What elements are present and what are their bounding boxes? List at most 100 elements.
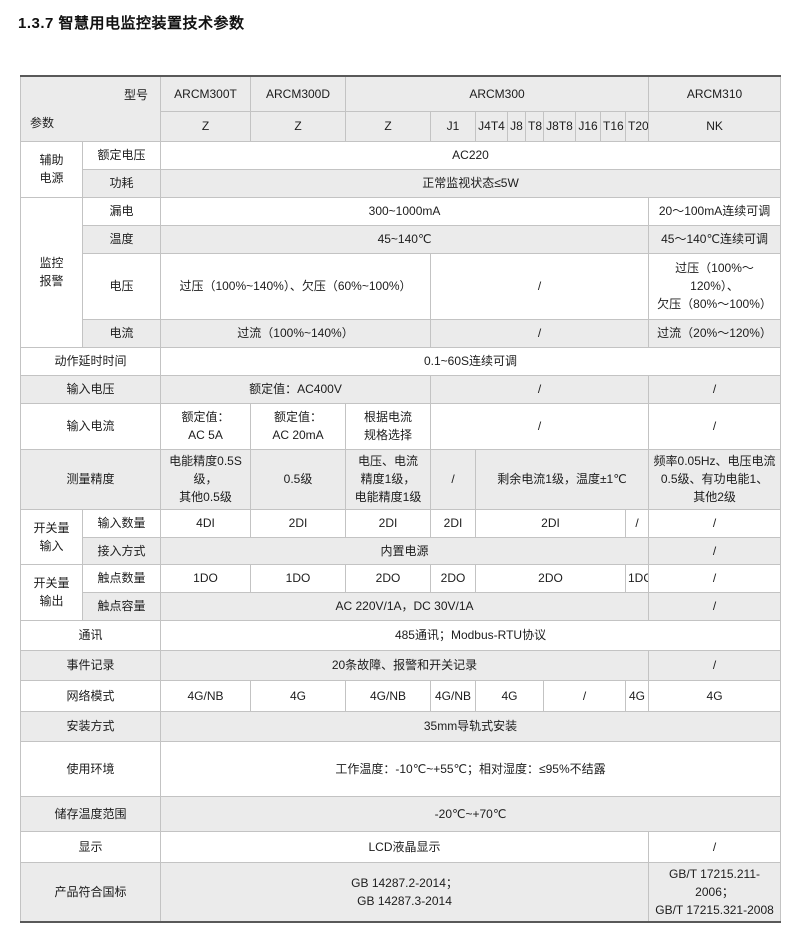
- group-label-monitor-alarm: 监控 报警: [20, 196, 83, 348]
- row-label-input-voltage: 输入电压: [20, 374, 161, 404]
- cell-do-t20: 1DO: [624, 563, 650, 593]
- header-variant: T8: [525, 110, 544, 142]
- cell-do-300z: 2DO: [345, 563, 431, 593]
- row-communication: 通讯 485通讯；Modbus-RTU协议: [20, 619, 782, 651]
- cell-input-current-arcm310: /: [648, 402, 782, 450]
- cell-di-access-arcm310: /: [648, 536, 782, 565]
- cell-accuracy-j1: /: [430, 448, 476, 510]
- cell-leakage-arcm310: 20～100mA连续可调: [648, 196, 782, 226]
- header-model-arcm300d: ARCM300D: [250, 75, 346, 112]
- header-variant: Z: [160, 110, 251, 142]
- row-do-quantity: 开关量 输出 触点数量 1DO 1DO 2DO 2DO 2DO 1DO /: [20, 563, 782, 621]
- cell-action-delay: 0.1~60S连续可调: [159, 346, 782, 376]
- row-label-installation: 安装方式: [20, 710, 161, 742]
- cell-network-t20: 4G: [624, 679, 650, 712]
- cell-input-voltage-main: 额定值：AC400V: [160, 374, 431, 404]
- cell-input-current-mid: /: [429, 402, 650, 450]
- cell-voltage-mid: /: [429, 252, 650, 320]
- corner-param-label: 参数: [30, 115, 55, 130]
- cell-di-300t: 4DI: [160, 508, 251, 538]
- cell-di-300z: 2DI: [345, 508, 431, 538]
- cell-di-arcm310: /: [648, 508, 782, 538]
- cell-installation: 35mm导轨式安装: [159, 710, 782, 742]
- cell-national-standard-arcm310: GB/T 17215.211-2006； GB/T 17215.321-2008: [648, 861, 782, 923]
- header-corner-cell: 型号 参数: [20, 75, 161, 142]
- row-label-national-standard: 产品符合国标: [20, 861, 161, 923]
- cell-current-mid: /: [429, 318, 650, 348]
- row-label-measurement-accuracy: 测量精度: [20, 448, 161, 510]
- cell-network-j1: 4G/NB: [430, 679, 476, 712]
- group-label-di: 开关量 输入: [20, 508, 83, 565]
- cell-input-voltage-arcm310: /: [648, 374, 782, 404]
- cell-operating-environment: 工作温度：-10℃~+55℃；相对湿度：≤95%不结露: [159, 740, 782, 797]
- row-label-event-record: 事件记录: [20, 649, 161, 681]
- group-label-aux-power: 辅助 电源: [20, 140, 83, 198]
- row-display: 显示 LCD液晶显示 /: [20, 830, 782, 863]
- header-variant: Z: [250, 110, 346, 142]
- group-label-do: 开关量 输出: [20, 563, 83, 621]
- header-row-models: 型号 参数 ARCM300T ARCM300D ARCM300 ARCM310: [20, 75, 782, 142]
- row-label-rated-voltage: 额定电压: [82, 140, 161, 170]
- row-action-delay: 动作延时时间 0.1~60S连续可调: [20, 346, 782, 376]
- cell-input-current-300z: 根据电流 规格选择: [345, 402, 431, 450]
- row-event-record: 事件记录 20条故障、报警和开关记录 /: [20, 649, 782, 681]
- header-variant: NK: [648, 110, 782, 142]
- row-power-consumption: 功耗 正常监视状态≤5W: [21, 168, 782, 198]
- cell-di-t20: /: [624, 508, 650, 538]
- cell-di-access-main: 内置电源: [159, 536, 650, 565]
- row-label-network-mode: 网络模式: [20, 679, 161, 712]
- cell-di-mid: 2DI: [475, 508, 626, 538]
- row-label-action-delay: 动作延时时间: [20, 346, 161, 376]
- header-variant: J4T4: [475, 110, 508, 142]
- row-installation: 安装方式 35mm导轨式安装: [20, 710, 782, 742]
- header-row-variants: Z Z Z J1 J4T4 J8 T8 J8T8 J16 T16 T20 NK: [21, 110, 782, 142]
- row-di-access-mode: 接入方式 内置电源 /: [21, 536, 782, 565]
- page-title: 1.3.7 智慧用电监控装置技术参数: [18, 15, 245, 32]
- cell-accuracy-mid: 剩余电流1级，温度±1℃: [474, 448, 650, 510]
- cell-temperature-arcm310: 45～140℃连续可调: [648, 224, 782, 254]
- row-national-standard: 产品符合国标 GB 14287.2-2014； GB 14287.3-2014 …: [20, 861, 782, 923]
- header-variant: J1: [430, 110, 476, 142]
- cell-do-j1: 2DO: [430, 563, 476, 593]
- row-label-di-access-mode: 接入方式: [82, 536, 161, 565]
- cell-input-current-300t: 额定值： AC 5A: [160, 402, 251, 450]
- row-label-display: 显示: [20, 830, 161, 863]
- row-label-do-quantity: 触点数量: [82, 563, 161, 593]
- row-rated-voltage: 辅助 电源 额定电压 AC220: [20, 140, 782, 198]
- row-label-power-consumption: 功耗: [82, 168, 161, 198]
- row-label-input-current: 输入电流: [20, 402, 161, 450]
- row-label-communication: 通讯: [20, 619, 161, 651]
- row-operating-environment: 使用环境 工作温度：-10℃~+55℃；相对湿度：≤95%不结露: [20, 740, 782, 797]
- cell-current-arcm310: 过流（20%～120%）: [648, 318, 782, 348]
- cell-do-arcm310: /: [648, 563, 782, 593]
- cell-accuracy-300d: 0.5级: [250, 448, 346, 510]
- cell-event-record-arcm310: /: [648, 649, 782, 681]
- cell-national-standard-main: GB 14287.2-2014； GB 14287.3-2014: [159, 861, 650, 923]
- cell-do-300t: 1DO: [160, 563, 251, 593]
- cell-di-j1: 2DI: [430, 508, 476, 538]
- row-measurement-accuracy: 测量精度 电能精度0.5S级， 其他0.5级 0.5级 电压、电流 精度1级， …: [20, 448, 782, 510]
- row-do-capacity: 触点容量 AC 220V/1A，DC 30V/1A /: [21, 591, 782, 621]
- spec-table: 型号 参数 ARCM300T ARCM300D ARCM300 ARCM310 …: [20, 75, 782, 923]
- cell-voltage-arcm310: 过压（100%～120%）、 欠压（80%～100%）: [648, 252, 782, 320]
- row-temperature: 温度 45~140℃ 45～140℃连续可调: [21, 224, 782, 254]
- row-label-temperature: 温度: [82, 224, 161, 254]
- header-variant: J16: [575, 110, 601, 142]
- cell-network-mid2: /: [543, 679, 626, 712]
- cell-network-arcm310: 4G: [648, 679, 782, 712]
- row-label-operating-environment: 使用环境: [20, 740, 161, 797]
- cell-accuracy-300t: 电能精度0.5S级， 其他0.5级: [160, 448, 251, 510]
- cell-current-main: 过流（100%~140%）: [160, 318, 431, 348]
- cell-voltage-main: 过压（100%~140%）、欠压（60%~100%）: [160, 252, 431, 320]
- cell-accuracy-arcm310: 频率0.05Hz、电压电流 0.5级、有功电能1、 其他2级: [648, 448, 782, 510]
- cell-rated-voltage: AC220: [159, 140, 782, 170]
- header-model-arcm300t: ARCM300T: [160, 75, 251, 112]
- row-input-voltage: 输入电压 额定值：AC400V / /: [20, 374, 782, 404]
- cell-display-arcm310: /: [648, 830, 782, 863]
- cell-network-mid1: 4G: [475, 679, 544, 712]
- row-label-storage-temperature: 储存温度范围: [20, 795, 161, 832]
- cell-display-main: LCD液晶显示: [159, 830, 650, 863]
- row-voltage: 电压 过压（100%~140%）、欠压（60%~100%） / 过压（100%～…: [21, 252, 782, 320]
- cell-do-capacity-arcm310: /: [648, 591, 782, 621]
- row-label-voltage: 电压: [82, 252, 161, 320]
